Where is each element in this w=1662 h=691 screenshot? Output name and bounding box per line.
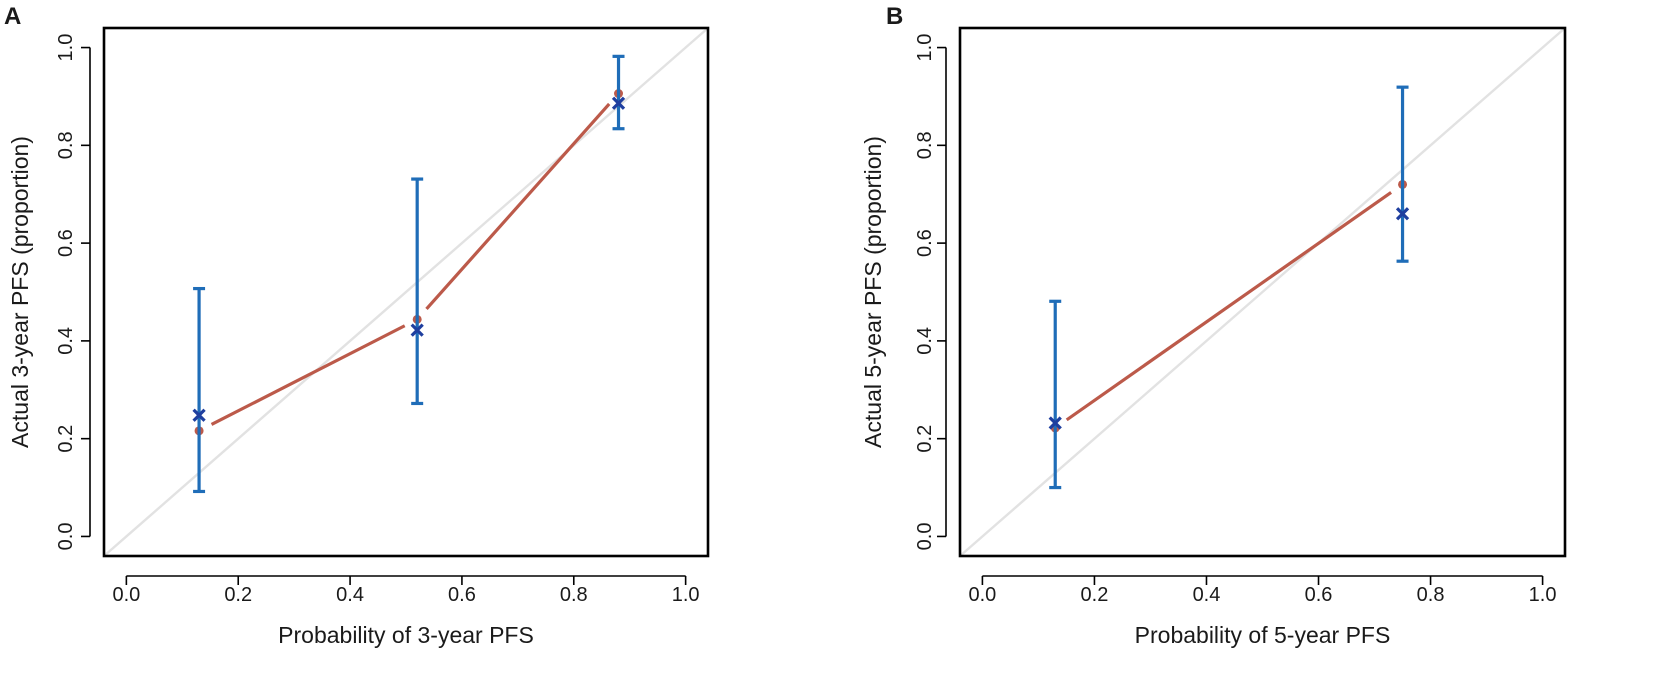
y-tick-label: 0.2 — [55, 425, 77, 453]
x-tick-label: 0.6 — [448, 584, 476, 606]
y-axis-title: Actual 3-year PFS (proportion) — [7, 136, 33, 448]
y-axis-title: Actual 5-year PFS (proportion) — [860, 136, 886, 448]
observed-point-marker — [1048, 416, 1062, 430]
x-tick-label: 0.4 — [336, 584, 364, 606]
panel-letter: B — [886, 3, 903, 30]
y-tick-label: 0.6 — [914, 229, 936, 257]
panel-letter: A — [4, 3, 21, 30]
y-tick-label: 1.0 — [914, 34, 936, 62]
observed-point-marker — [192, 408, 206, 422]
observed-point-marker — [1395, 207, 1410, 221]
x-tick-label: 1.0 — [1529, 584, 1557, 606]
panel-b: B 0.0 0.2 0.4 0.6 0.8 1.0 0.0 0.2 0.4 0.6 0.8 1.0 Pro… — [860, 3, 1567, 648]
x-tick-label: 1.0 — [672, 584, 700, 606]
ideal-reference-line — [959, 27, 1566, 557]
y-tick-label: 1.0 — [55, 34, 77, 62]
x-tick-label: 0.2 — [224, 584, 252, 606]
panel-a: A 0.0 0.2 0.4 0.6 0.8 1.0 0.0 0.2 0.4 0.6 0.8 1.0 Pro… — [4, 3, 710, 648]
observed-point-marker — [611, 96, 626, 110]
plot-frame — [958, 26, 1567, 558]
y-tick-label: 0.8 — [55, 131, 77, 159]
y-tick-label: 0.2 — [914, 425, 936, 453]
x-axis-title: Probability of 3-year PFS — [278, 622, 534, 648]
calibration-line-segment — [1065, 191, 1393, 422]
x-tick-label: 0.0 — [969, 584, 997, 606]
x-tick-label: 0.6 — [1305, 584, 1333, 606]
y-tick-label: 0.0 — [914, 523, 936, 551]
x-tick-label: 0.4 — [1193, 584, 1221, 606]
x-tick-label: 0.8 — [1417, 584, 1445, 606]
calibration-line-segment — [425, 102, 611, 310]
x-tick-label: 0.8 — [560, 584, 588, 606]
plot-frame — [102, 26, 710, 558]
x-axis-title: Probability of 5-year PFS — [1135, 622, 1391, 648]
x-tick-label: 0.2 — [1081, 584, 1109, 606]
x-tick-label: 0.0 — [112, 584, 140, 606]
ideal-reference-line — [103, 27, 709, 557]
y-tick-label: 0.8 — [914, 131, 936, 159]
y-tick-label: 0.4 — [914, 327, 936, 355]
calibration-line-segment — [210, 324, 406, 426]
y-tick-label: 0.0 — [55, 523, 77, 551]
y-tick-label: 0.6 — [55, 229, 77, 257]
observed-point-marker — [410, 323, 424, 337]
y-tick-label: 0.4 — [55, 327, 77, 355]
